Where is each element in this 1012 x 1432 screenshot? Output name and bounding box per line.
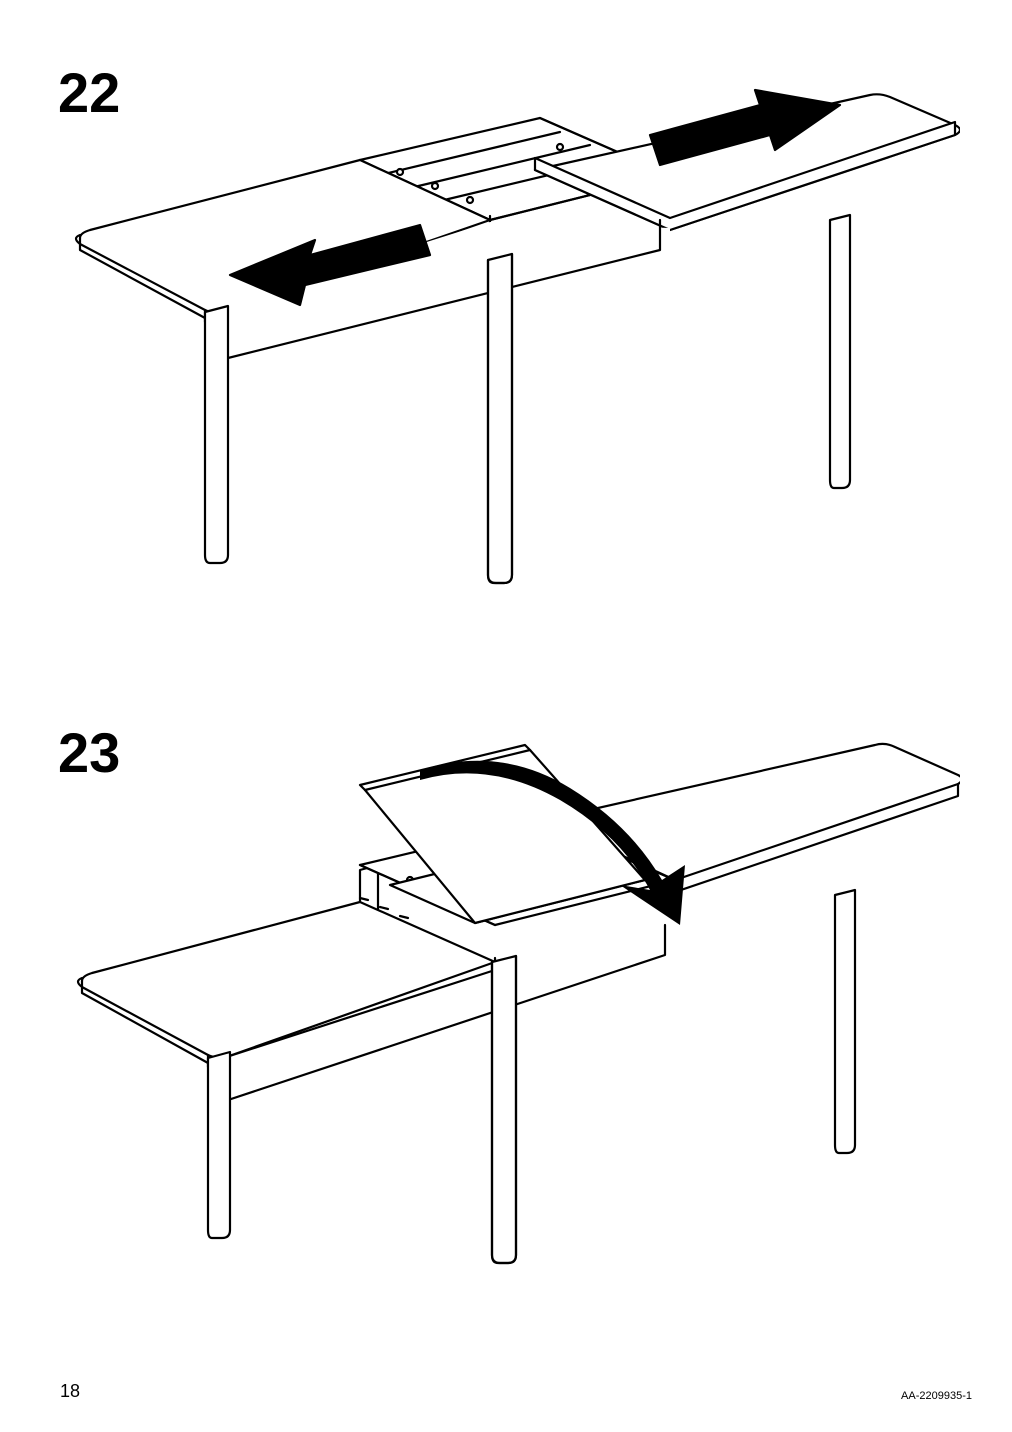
document-id: AA-2209935-1 bbox=[901, 1390, 972, 1402]
page-number: 18 bbox=[60, 1381, 80, 1402]
illustration-step-23 bbox=[60, 730, 960, 1290]
instruction-page: 22 bbox=[0, 0, 1012, 1432]
illustration-step-22 bbox=[60, 60, 960, 600]
